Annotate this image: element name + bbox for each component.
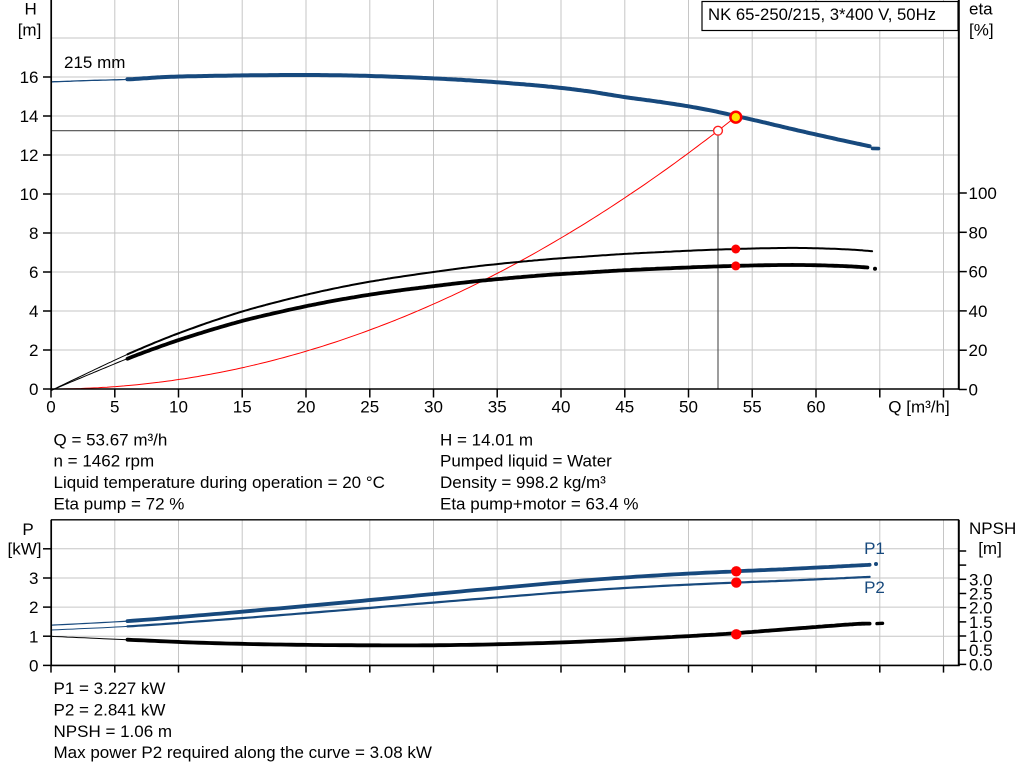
- svg-text:P2 = 2.841 kW: P2 = 2.841 kW: [54, 700, 166, 719]
- svg-text:Density = 998.2 kg/m³: Density = 998.2 kg/m³: [440, 473, 606, 492]
- svg-text:Q = 53.67 m³/h: Q = 53.67 m³/h: [54, 430, 168, 449]
- svg-text:35: 35: [488, 397, 507, 416]
- svg-text:Eta pump = 72 %: Eta pump = 72 %: [54, 494, 185, 513]
- svg-text:0.0: 0.0: [969, 655, 993, 674]
- svg-text:8: 8: [29, 224, 38, 243]
- svg-text:P2: P2: [864, 578, 885, 597]
- svg-text:P1: P1: [864, 539, 885, 558]
- svg-text:NPSH = 1.06 m: NPSH = 1.06 m: [54, 722, 173, 741]
- svg-text:55: 55: [743, 397, 762, 416]
- svg-text:Q [m³/h]: Q [m³/h]: [888, 397, 949, 416]
- svg-text:80: 80: [969, 223, 988, 242]
- svg-text:60: 60: [969, 263, 988, 282]
- svg-text:45: 45: [615, 397, 634, 416]
- svg-text:Liquid temperature during oper: Liquid temperature during operation = 20…: [54, 473, 385, 492]
- svg-text:Max power P2 required along th: Max power P2 required along the curve = …: [54, 743, 432, 762]
- svg-text:5: 5: [110, 397, 119, 416]
- svg-text:0: 0: [969, 381, 978, 400]
- svg-text:0: 0: [46, 397, 55, 416]
- svg-text:1.0: 1.0: [969, 627, 993, 646]
- svg-text:[%]: [%]: [969, 21, 994, 40]
- svg-text:25: 25: [360, 397, 379, 416]
- svg-text:10: 10: [20, 185, 39, 204]
- svg-text:P: P: [22, 520, 33, 539]
- svg-text:6: 6: [29, 263, 38, 282]
- svg-text:0.5: 0.5: [969, 641, 993, 660]
- svg-text:eta: eta: [969, 0, 993, 19]
- svg-text:Eta pump+motor = 63.4 %: Eta pump+motor = 63.4 %: [440, 494, 638, 513]
- svg-text:215 mm: 215 mm: [64, 53, 125, 72]
- svg-text:Pumped liquid = Water: Pumped liquid = Water: [440, 452, 612, 471]
- svg-text:NPSH: NPSH: [969, 519, 1016, 538]
- svg-text:15: 15: [233, 397, 252, 416]
- svg-text:2.5: 2.5: [969, 585, 993, 604]
- svg-text:60: 60: [807, 397, 826, 416]
- svg-text:16: 16: [20, 68, 39, 87]
- svg-text:n = 1462 rpm: n = 1462 rpm: [54, 452, 155, 471]
- svg-text:40: 40: [552, 397, 571, 416]
- svg-text:10: 10: [169, 397, 188, 416]
- svg-text:P1 = 3.227 kW: P1 = 3.227 kW: [54, 679, 166, 698]
- svg-text:30: 30: [424, 397, 443, 416]
- svg-text:14: 14: [20, 107, 39, 126]
- svg-text:2: 2: [29, 341, 38, 360]
- svg-text:0: 0: [29, 380, 38, 399]
- svg-text:2: 2: [29, 598, 38, 617]
- svg-text:1: 1: [29, 627, 38, 646]
- svg-text:H: H: [24, 0, 36, 19]
- svg-text:4: 4: [29, 302, 38, 321]
- svg-text:40: 40: [969, 302, 988, 321]
- svg-text:[m]: [m]: [18, 20, 42, 39]
- svg-text:50: 50: [679, 397, 698, 416]
- svg-text:0: 0: [29, 656, 38, 675]
- svg-text:12: 12: [20, 146, 39, 165]
- svg-text:100: 100: [969, 184, 997, 203]
- svg-text:[kW]: [kW]: [8, 539, 42, 558]
- svg-text:20: 20: [297, 397, 316, 416]
- svg-text:[m]: [m]: [978, 539, 1002, 558]
- svg-text:H = 14.01 m: H = 14.01 m: [440, 430, 533, 449]
- svg-text:2.0: 2.0: [969, 599, 993, 618]
- svg-text:1.5: 1.5: [969, 613, 993, 632]
- svg-text:20: 20: [969, 341, 988, 360]
- svg-text:3.0: 3.0: [969, 570, 993, 589]
- svg-text:NK 65-250/215, 3*400 V, 50Hz: NK 65-250/215, 3*400 V, 50Hz: [708, 5, 936, 24]
- svg-text:3: 3: [29, 569, 38, 588]
